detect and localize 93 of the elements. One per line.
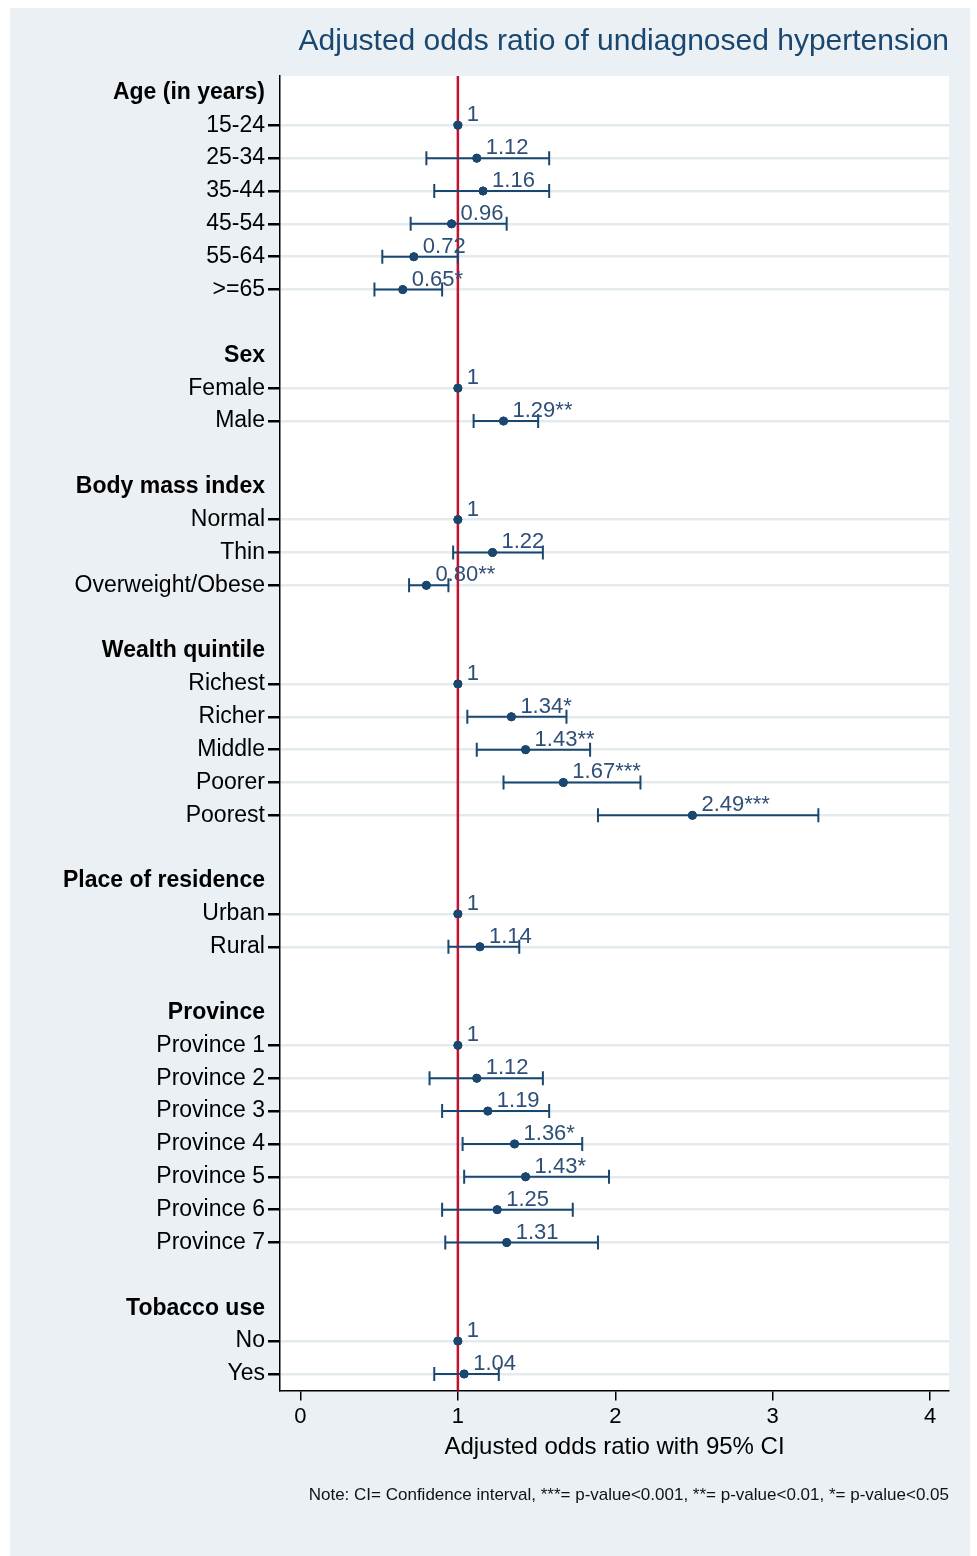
point (483, 1106, 493, 1116)
y-tick-label: Province 1 (156, 1030, 265, 1057)
point (510, 1139, 520, 1149)
data-label: 1.36* (523, 1119, 576, 1145)
data-label: 1 (466, 889, 480, 915)
point (453, 909, 463, 919)
y-tick-label: 45-54 (206, 209, 266, 236)
text: Note: CI= Confidence interval, ***= p-value<0.001, **= p-value<0.01, *= p-value<0.05 (308, 1485, 949, 1505)
point (453, 1040, 463, 1050)
data-label: 1.14 (488, 922, 532, 948)
point (453, 120, 463, 130)
y-tick-label: 25-34 (206, 143, 266, 170)
y-tick-label: 35-44 (206, 176, 266, 203)
data-label: 1.25 (506, 1185, 550, 1211)
y-tick-label: Middle (197, 734, 265, 761)
y-tick-label: No (235, 1326, 265, 1353)
x-tick-label: 1 (451, 1402, 464, 1428)
y-tick-label: Rural (210, 932, 265, 959)
y-tick-label: Poorer (195, 767, 266, 794)
y-tick-label: 55-64 (206, 242, 266, 269)
point (521, 1172, 531, 1182)
x-axis-title: Adjusted odds ratio with 95% CI (444, 1431, 785, 1459)
y-tick-label: Overweight/Obese (74, 570, 265, 597)
data-label: 1.43* (534, 1152, 587, 1178)
data-label: 1 (466, 659, 480, 685)
y-tick-label: Female (188, 373, 265, 400)
point (521, 745, 531, 755)
y-tick-label: Tobacco use (126, 1293, 265, 1320)
data-label: 1 (466, 101, 480, 127)
point (453, 1336, 463, 1346)
data-label: 1.31 (515, 1218, 559, 1244)
data-label: 1.43** (534, 725, 595, 751)
point (475, 942, 485, 952)
point (453, 383, 463, 393)
data-label: 1 (466, 495, 480, 521)
point (502, 1238, 512, 1248)
point (453, 515, 463, 525)
y-tick-label: Richest (188, 669, 266, 696)
y-tick-label: Province 4 (156, 1129, 266, 1156)
chart-title: Adjusted odds ratio of undiagnosed hypertension (298, 23, 949, 57)
y-tick-label: Sex (224, 340, 266, 367)
data-label: 1.67*** (572, 758, 642, 784)
y-tick-label: Poorest (185, 800, 266, 827)
data-label: 1.12 (485, 1054, 529, 1080)
y-tick-label: Province (167, 997, 265, 1024)
y-tick-label: Male (215, 406, 265, 433)
data-label: 1.34* (520, 692, 573, 718)
y-tick-label: Place of residence (62, 866, 265, 893)
y-tick-label: Yes (227, 1359, 265, 1386)
data-label: 2.49*** (701, 791, 771, 817)
point (453, 679, 463, 689)
x-tick-label: 0 (294, 1402, 307, 1428)
y-tick-label: Wealth quintile (101, 636, 265, 663)
data-label: 1.16 (492, 167, 535, 193)
point (499, 416, 509, 426)
y-tick-label: Age (in years) (112, 77, 265, 104)
point (398, 285, 408, 295)
point (492, 1205, 502, 1215)
point (421, 580, 431, 590)
point (488, 547, 497, 557)
data-label: 1.19 (496, 1087, 540, 1113)
y-tick-label: Urban (202, 899, 265, 926)
y-tick-label: 15-24 (206, 110, 266, 137)
y-tick-label: Body mass index (75, 472, 266, 499)
y-tick-label: Richer (198, 702, 266, 729)
data-label: 1.29** (512, 397, 573, 423)
point (447, 219, 457, 229)
y-tick-label: Thin (220, 537, 265, 564)
point (472, 153, 482, 163)
point (506, 712, 516, 722)
data-label: 1 (466, 364, 480, 390)
point (409, 252, 419, 262)
y-tick-label: Province 2 (156, 1063, 265, 1090)
data-label: 0.96 (460, 199, 504, 225)
data-label: 1 (466, 1317, 480, 1343)
point (478, 186, 488, 196)
data-label: 1 (466, 1021, 480, 1047)
point (459, 1369, 469, 1379)
data-label: 1.12 (485, 134, 529, 160)
y-tick-label: Province 5 (156, 1162, 265, 1189)
y-tick-label: Province 7 (156, 1227, 265, 1254)
y-tick-label: >=65 (212, 274, 265, 301)
x-tick-label: 4 (923, 1402, 937, 1428)
y-tick-label: Province 3 (156, 1096, 265, 1123)
point (687, 810, 697, 820)
point (472, 1073, 482, 1083)
x-tick-label: 3 (766, 1402, 779, 1428)
data-label: 1.22 (501, 528, 545, 554)
y-tick-label: Normal (190, 504, 265, 531)
y-tick-label: Province 6 (156, 1195, 265, 1222)
data-label: 1.04 (473, 1349, 516, 1375)
x-tick-label: 2 (609, 1402, 622, 1428)
point (558, 777, 568, 787)
